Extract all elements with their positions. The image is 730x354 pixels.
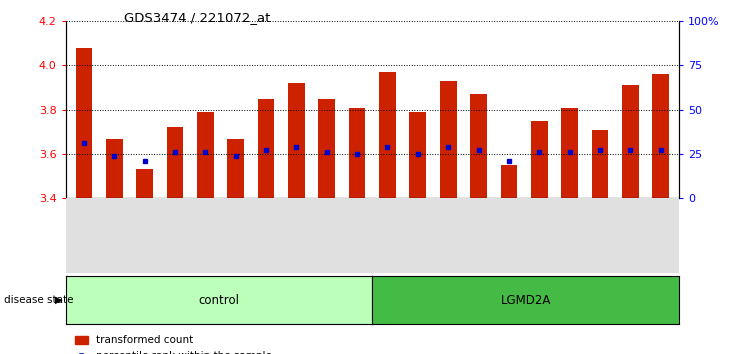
Bar	[197, 112, 214, 198]
Bar	[561, 108, 578, 198]
Text: LGMD2A: LGMD2A	[500, 293, 551, 307]
Legend: transformed count, percentile rank within the sample: transformed count, percentile rank withi…	[71, 331, 276, 354]
Bar	[258, 99, 274, 198]
Bar	[501, 165, 518, 198]
Bar	[470, 94, 487, 198]
Bar	[76, 48, 92, 198]
Text: disease state: disease state	[4, 295, 73, 305]
Bar	[653, 74, 669, 198]
Bar	[227, 138, 244, 198]
Bar	[379, 72, 396, 198]
Bar	[531, 121, 548, 198]
Text: GDS3474 / 221072_at: GDS3474 / 221072_at	[124, 11, 271, 24]
Bar	[622, 85, 639, 198]
Bar	[166, 127, 183, 198]
Text: ▶: ▶	[55, 295, 62, 305]
Bar	[410, 112, 426, 198]
Bar	[591, 130, 608, 198]
Bar	[349, 108, 366, 198]
Bar	[318, 99, 335, 198]
Text: control: control	[199, 293, 239, 307]
Bar	[440, 81, 456, 198]
Bar	[288, 83, 304, 198]
Bar	[106, 138, 123, 198]
Bar	[137, 170, 153, 198]
